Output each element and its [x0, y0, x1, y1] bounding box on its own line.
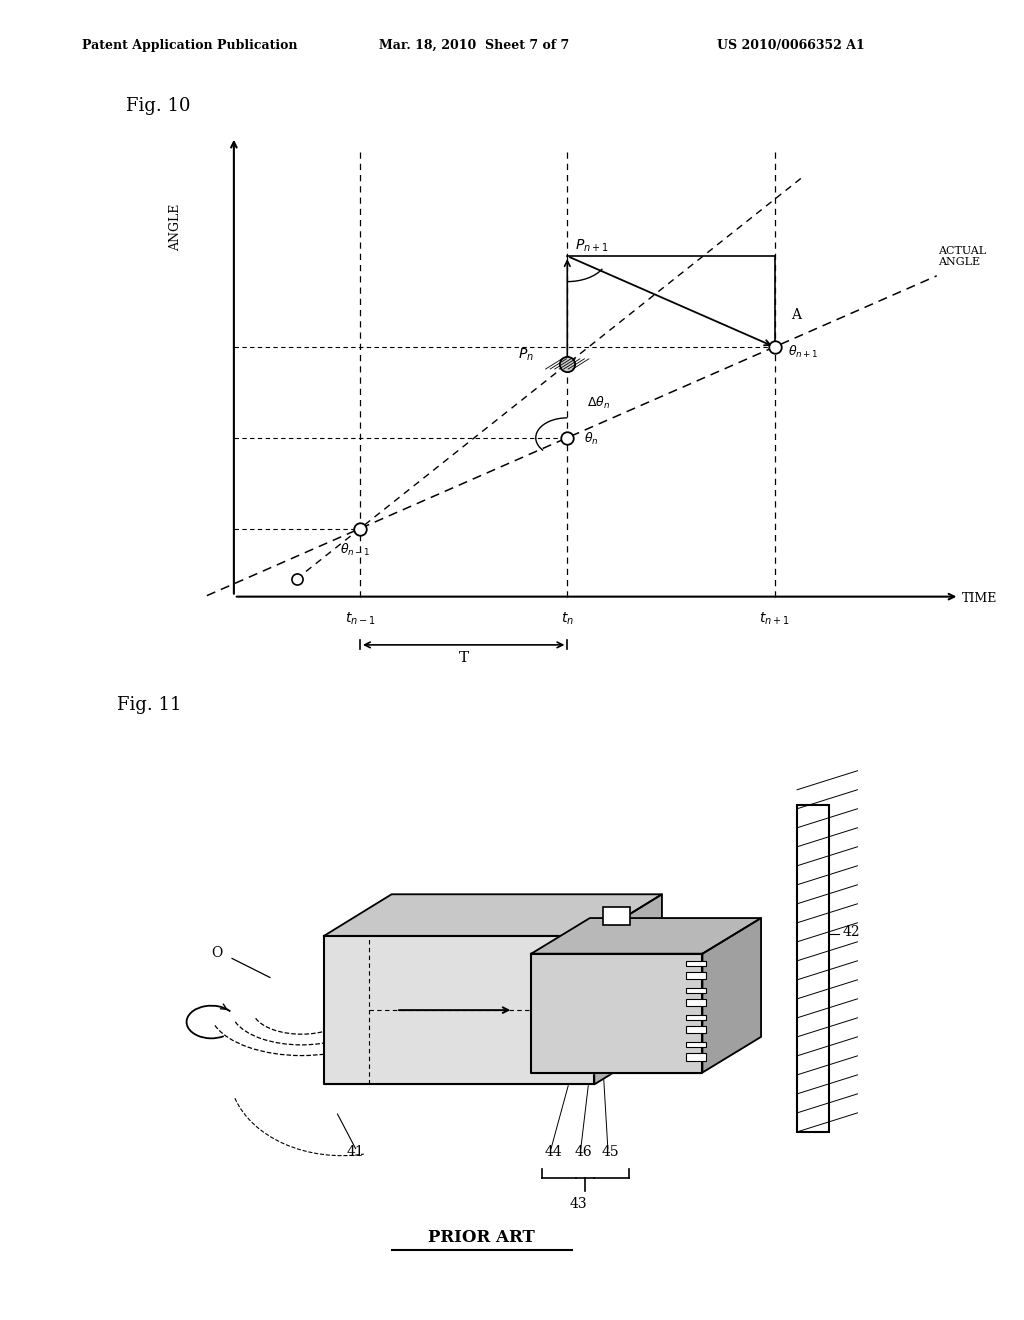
Bar	[686, 999, 707, 1006]
Text: 41: 41	[346, 1144, 365, 1159]
Polygon shape	[594, 895, 662, 1085]
Text: 44: 44	[545, 1144, 562, 1159]
Text: TIME: TIME	[962, 591, 997, 605]
Text: $t_n$: $t_n$	[561, 610, 573, 627]
Text: Patent Application Publication: Patent Application Publication	[82, 38, 297, 51]
Text: Fig. 10: Fig. 10	[126, 98, 190, 115]
Text: US 2010/0066352 A1: US 2010/0066352 A1	[717, 38, 864, 51]
Polygon shape	[702, 919, 761, 1072]
Bar	[603, 907, 631, 925]
Polygon shape	[324, 895, 662, 936]
Bar	[686, 972, 707, 979]
Text: $P_n$: $P_n$	[518, 346, 534, 363]
Text: T: T	[459, 651, 469, 665]
Bar	[797, 805, 828, 1133]
Text: $\theta_{n+1}$: $\theta_{n+1}$	[788, 343, 819, 359]
Text: ACTUAL
ANGLE: ACTUAL ANGLE	[939, 246, 987, 268]
Text: Mar. 18, 2010  Sheet 7 of 7: Mar. 18, 2010 Sheet 7 of 7	[379, 38, 569, 51]
Text: $\theta_{n-1}$: $\theta_{n-1}$	[340, 543, 371, 558]
Bar	[686, 987, 707, 993]
Bar	[686, 1053, 707, 1061]
Bar	[686, 1027, 707, 1034]
Text: $t_{n-1}$: $t_{n-1}$	[345, 610, 376, 627]
Text: 43: 43	[569, 1197, 587, 1210]
Bar	[686, 961, 707, 966]
Polygon shape	[531, 953, 702, 1072]
Text: Fig. 11: Fig. 11	[117, 696, 181, 714]
Text: 46: 46	[574, 1144, 592, 1159]
Polygon shape	[324, 936, 594, 1085]
Text: $P_{n+1}$: $P_{n+1}$	[574, 238, 608, 253]
Text: ANGLE: ANGLE	[169, 205, 182, 251]
Text: A: A	[791, 308, 801, 322]
Text: PRIOR ART: PRIOR ART	[428, 1229, 536, 1246]
Text: $\theta_n$: $\theta_n$	[584, 432, 598, 447]
Text: O: O	[211, 945, 222, 960]
Polygon shape	[531, 919, 761, 953]
Bar	[686, 1015, 707, 1020]
Text: 42: 42	[842, 925, 860, 939]
Text: 45: 45	[601, 1144, 620, 1159]
Text: $t_{n+1}$: $t_{n+1}$	[759, 610, 790, 627]
Text: $\Delta\theta_n$: $\Delta\theta_n$	[587, 395, 610, 411]
Bar	[686, 1043, 707, 1047]
